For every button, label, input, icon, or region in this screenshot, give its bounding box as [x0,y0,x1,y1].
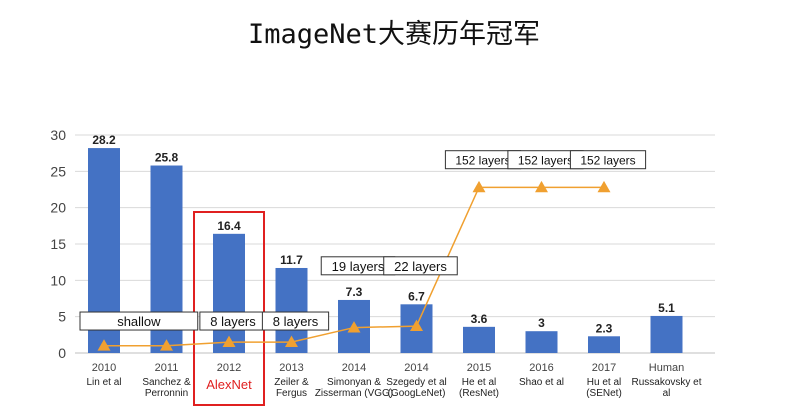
depth-label-text: 152 layers [518,154,573,168]
depth-label-text: 152 layers [580,154,635,168]
x-tick-label-year: Human [649,362,684,374]
bar-value-label: 25.8 [155,151,179,165]
depth-marker [160,339,173,351]
bar [650,315,683,353]
depth-marker [97,339,111,351]
depth-marker [347,321,361,333]
depth-label-text: 8 layers [210,314,256,329]
x-tick-label-year: 2017 [592,362,616,374]
bar [525,331,558,353]
depth-label-box [261,311,330,331]
depth-marker [410,319,423,331]
x-tick-label-year: 2013 [279,362,303,374]
x-tick-label-year: 2014 [342,362,366,374]
depth-label-text: 152 layers [455,154,510,168]
y-tick-label: 0 [58,345,66,361]
x-tick-label-team: (GoogLeNet) [388,388,446,399]
depth-label-box [569,150,647,170]
x-tick-label-year: 2010 [92,362,116,374]
bar [213,233,245,353]
x-tick-label-team: Perronnin [145,388,188,399]
bar-value-label: 6.7 [408,289,425,303]
x-tick-label-year: 2015 [467,362,491,374]
x-tick-label-team: Simonyan & [327,377,381,388]
x-tick-label-team: (ResNet) [459,388,499,399]
bar-value-label: 3 [538,316,545,330]
alexnet-highlight-box [193,211,265,406]
y-tick-label: 10 [50,272,66,288]
x-tick-label-team: Hu et al [587,377,621,388]
x-tick-label-year: 2014 [404,362,428,374]
bar-value-label: 5.1 [658,301,675,315]
depth-label-text: 22 layers [394,259,447,274]
depth-label-box [383,256,458,276]
page-title: ImageNet大赛历年冠军 [247,19,541,50]
x-tick-label-team: Fergus [276,388,307,399]
depth-label-text: 19 layers [332,259,385,274]
x-tick-label-team: AlexNet [206,377,252,392]
depth-marker [597,180,611,193]
bar [463,326,495,353]
depth-label-text: 8 layers [273,314,319,329]
bar-value-label: 3.6 [471,312,488,326]
x-tick-label-year: 2011 [155,362,179,374]
y-tick-label: 20 [50,200,66,216]
x-tick-label-team: Zisserman (VGG) [315,388,393,399]
x-tick-label-team: Szegedy et al [386,377,447,388]
depth-label-box [79,311,199,331]
depth-marker [285,335,298,347]
bar-value-label: 7.3 [346,285,363,299]
depth-marker [222,335,236,347]
x-tick-label-team: Zeiler & [274,377,309,388]
y-tick-label: 15 [50,236,66,252]
x-tick-label-team: Russakovsky et [631,377,701,388]
bar-value-label: 28.2 [92,133,116,147]
bar-value-label: 16.4 [217,219,241,233]
depth-marker [535,180,548,193]
x-tick-label-team: al [663,388,671,399]
y-tick-label: 30 [50,127,66,143]
bar [588,336,620,353]
x-tick-label-team: Lin et al [86,377,121,388]
bar-value-label: 2.3 [596,321,613,335]
x-tick-label-team: Shao et al [519,377,564,388]
y-tick-label: 5 [58,309,66,325]
depth-marker [472,180,486,193]
bar-value-label: 11.7 [280,253,303,267]
x-tick-label-year: 2016 [529,362,553,374]
y-tick-label: 25 [50,163,66,179]
x-tick-label-team: (SENet) [586,388,622,399]
x-tick-label-team: He et al [462,377,496,388]
x-tick-label-team: Sanchez & [142,377,191,388]
x-tick-label-year: 2012 [217,362,241,374]
depth-label-text: shallow [117,314,161,329]
